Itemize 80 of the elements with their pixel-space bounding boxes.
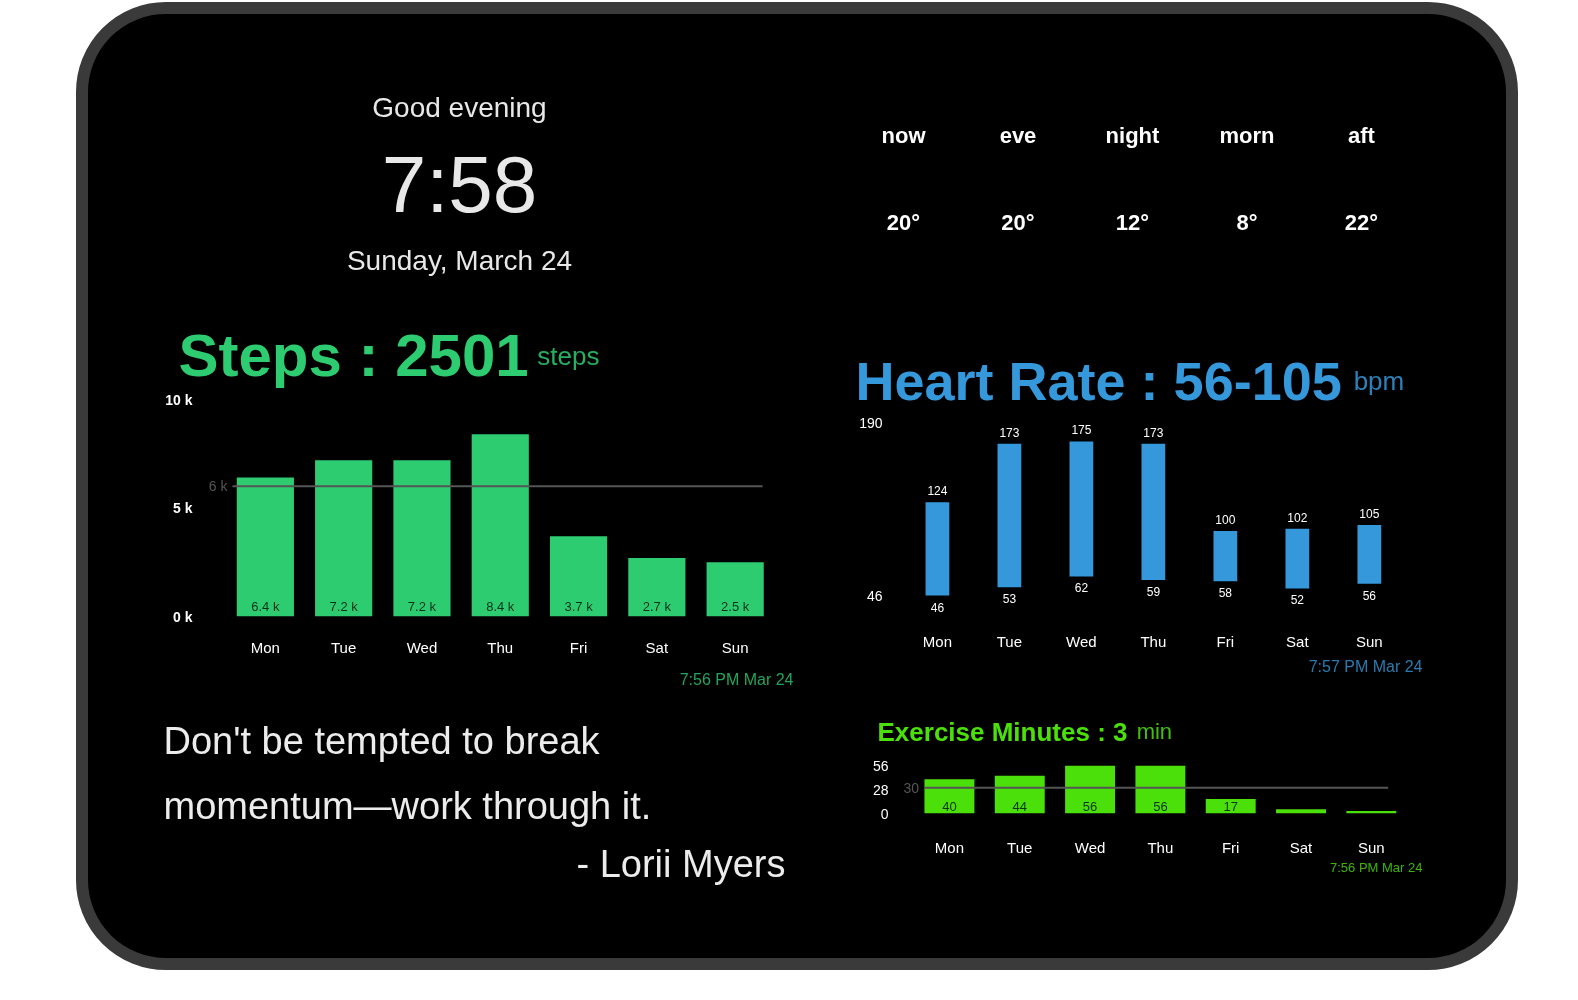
text: now xyxy=(881,123,927,148)
chart-subtitle: steps xyxy=(537,340,600,371)
x-tick-label: Thu xyxy=(1147,838,1174,856)
data-label: 2.5 k xyxy=(721,598,750,614)
annotation: 62 xyxy=(1074,581,1089,596)
data-label: 56 xyxy=(1082,798,1098,814)
x-tick-label: Sun xyxy=(1356,632,1383,650)
chart-title: Steps : 2501 xyxy=(178,322,529,389)
chart-title: Heart Rate : 56-105 xyxy=(855,350,1342,411)
text: 8° xyxy=(1236,210,1258,235)
ref-line-label: 6 k xyxy=(208,478,229,495)
text: Good evening xyxy=(372,92,547,123)
y-tick-label: 10 k xyxy=(165,391,193,408)
text: 7:56 PM Mar 24 xyxy=(679,671,794,688)
y-tick-label: 28 xyxy=(872,781,889,798)
y-tick-label: 5 k xyxy=(173,500,193,516)
x-tick-label: Sat xyxy=(1286,632,1310,650)
x-tick-label: Fri xyxy=(569,638,588,656)
y-tick-label: 0 k xyxy=(173,608,193,625)
text: Don't be tempted to break momentum—work through it. xyxy=(163,719,652,827)
text: 20° xyxy=(886,210,921,235)
data-label: 175 xyxy=(1071,423,1092,438)
x-tick-label: Wed xyxy=(406,638,438,656)
x-tick-label: Wed xyxy=(1066,632,1097,650)
x-tick-label: Mon xyxy=(934,838,965,856)
data-label: 173 xyxy=(1143,425,1164,440)
text: 12° xyxy=(1115,210,1150,235)
x-tick-label: Sun xyxy=(721,638,749,656)
y-tick-label: 46 xyxy=(866,587,883,604)
ref-line-label: 30 xyxy=(903,779,920,796)
annotation: 52 xyxy=(1290,593,1305,608)
x-tick-label: Fri xyxy=(1221,838,1240,856)
data-label: 100 xyxy=(1215,513,1236,528)
data-label: 56 xyxy=(1153,798,1168,814)
data-label: 6.4 k xyxy=(251,598,280,614)
text: 7:56 PM Mar 24 xyxy=(1330,860,1423,875)
data-label: 3.7 k xyxy=(564,598,594,614)
text: 7:57 PM Mar 24 xyxy=(1308,658,1423,675)
chart-subtitle: bpm xyxy=(1353,365,1405,396)
chart-subtitle: min xyxy=(1136,719,1173,744)
data-label: 17 xyxy=(1223,798,1238,814)
x-tick-label: Sat xyxy=(1289,838,1314,856)
annotation: 59 xyxy=(1146,585,1161,600)
y-tick-label: 0 xyxy=(880,805,889,822)
data-label: 105 xyxy=(1359,507,1380,522)
data-label: 102 xyxy=(1287,510,1308,525)
x-tick-label: Thu xyxy=(1140,632,1167,650)
text: Sunday, March 24 xyxy=(346,245,573,276)
x-tick-label: Mon xyxy=(922,632,953,650)
data-label: 124 xyxy=(927,484,948,499)
x-tick-label: Tue xyxy=(331,638,357,656)
text: 7:58 xyxy=(381,140,538,229)
x-tick-label: Sat xyxy=(645,638,669,656)
data-label: 7.2 k xyxy=(329,598,359,614)
text: 20° xyxy=(1001,210,1035,235)
text: eve xyxy=(999,123,1037,148)
data-label: 2.7 k xyxy=(642,598,672,614)
text: night xyxy=(1105,123,1161,148)
y-tick-label: 56 xyxy=(872,757,889,774)
data-label: 44 xyxy=(1012,798,1027,814)
text: - Lorii Myers xyxy=(576,842,786,885)
y-tick-label: 190 xyxy=(859,415,883,432)
text: morn xyxy=(1219,123,1275,148)
data-label: 7.2 k xyxy=(407,598,437,614)
x-tick-label: Tue xyxy=(996,632,1023,650)
text: aft xyxy=(1348,123,1376,148)
text: 22° xyxy=(1344,210,1379,235)
x-tick-label: Wed xyxy=(1074,838,1106,856)
chart-title: Exercise Minutes : 3 xyxy=(877,716,1128,747)
x-tick-label: Mon xyxy=(250,638,280,656)
annotation: 58 xyxy=(1218,586,1233,601)
annotation: 56 xyxy=(1362,588,1377,603)
x-tick-label: Thu xyxy=(487,638,514,656)
data-label: 173 xyxy=(999,425,1020,440)
data-label: 8.4 k xyxy=(486,598,515,614)
x-tick-label: Fri xyxy=(1216,632,1235,650)
x-tick-label: Sun xyxy=(1358,838,1385,856)
x-tick-label: Tue xyxy=(1007,838,1033,856)
data-label: 40 xyxy=(942,798,957,814)
annotation: 53 xyxy=(1002,592,1017,607)
